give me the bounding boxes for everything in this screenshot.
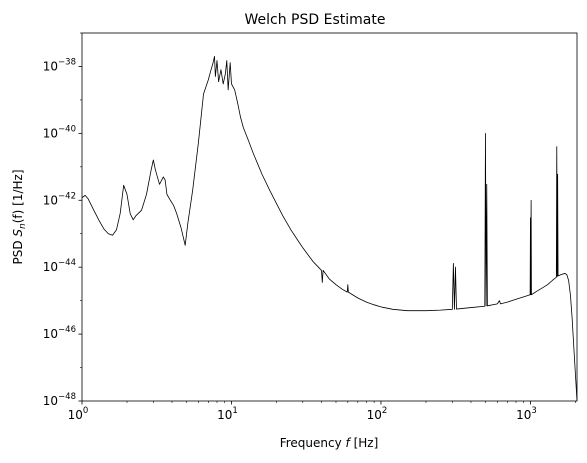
x-axis: 100 101 102 103 bbox=[68, 401, 576, 422]
plot-frame bbox=[81, 32, 578, 402]
y-axis: 10−48 10−46 10−44 10−42 10−40 10−38 bbox=[43, 32, 82, 408]
plot-area bbox=[82, 33, 577, 401]
y-tick-label: 10−40 bbox=[43, 124, 76, 140]
x-tick-label: 101 bbox=[217, 406, 238, 422]
x-tick-label: 103 bbox=[516, 406, 537, 422]
y-tick-label: 10−46 bbox=[43, 325, 76, 341]
x-label-suffix: [Hz] bbox=[350, 436, 379, 450]
y-axis-label: PSD Sn(f) [1/Hz] bbox=[11, 169, 28, 264]
x-tick-label: 102 bbox=[367, 406, 388, 422]
x-axis-label: Frequency f [Hz] bbox=[280, 436, 379, 450]
series-line-0 bbox=[81, 55, 578, 402]
y-label-var: S bbox=[11, 229, 25, 237]
y-tick-label: 10−42 bbox=[43, 191, 76, 207]
y-tick-label: 10−44 bbox=[43, 258, 76, 274]
y-label-prefix: PSD bbox=[11, 237, 25, 265]
x-label-var: f bbox=[346, 436, 352, 450]
y-label-suffix: [1/Hz] bbox=[11, 169, 25, 209]
chart-title: Welch PSD Estimate bbox=[245, 12, 386, 28]
series-layer bbox=[81, 55, 578, 402]
y-label-mid: (f) bbox=[11, 210, 25, 224]
x-tick-label: 100 bbox=[68, 406, 89, 422]
y-tick-label: 10−48 bbox=[43, 392, 76, 408]
y-tick-label: 10−38 bbox=[43, 57, 76, 73]
x-label-prefix: Frequency bbox=[280, 436, 346, 450]
y-label-sub: n bbox=[18, 223, 28, 229]
